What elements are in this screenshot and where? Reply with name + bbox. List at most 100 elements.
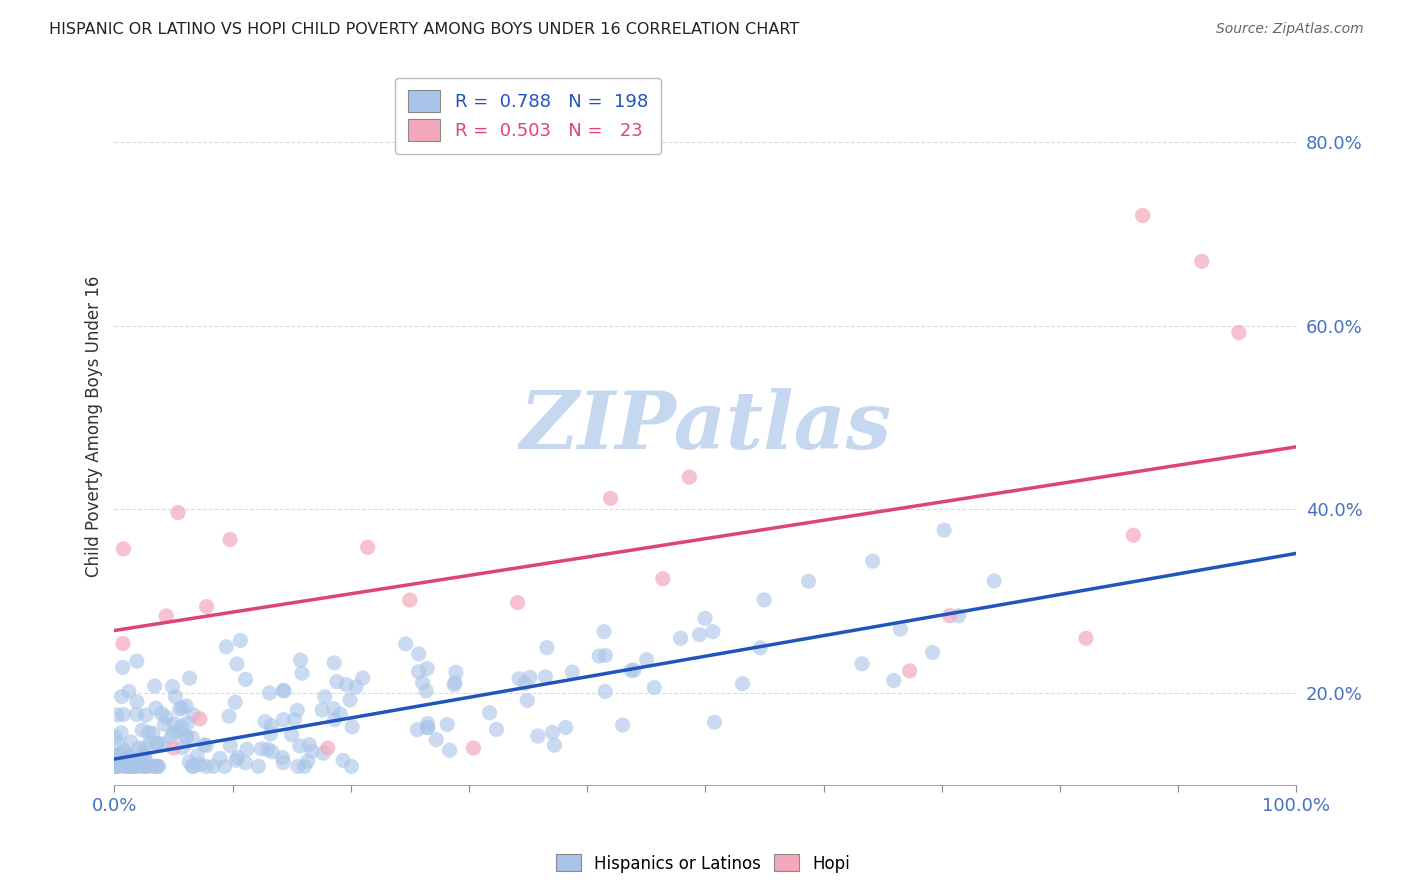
Point	[181, 731, 204, 745]
Point	[398, 593, 420, 607]
Text: Source: ZipAtlas.com: Source: ZipAtlas.com	[1216, 22, 1364, 37]
Point	[443, 678, 465, 692]
Point	[593, 624, 616, 639]
Point	[506, 596, 529, 610]
Point	[271, 750, 294, 764]
Point	[179, 671, 201, 685]
Point	[983, 574, 1005, 588]
Point	[114, 759, 136, 773]
Point	[193, 738, 215, 752]
Text: HISPANIC OR LATINO VS HOPI CHILD POVERTY AMONG BOYS UNDER 16 CORRELATION CHART: HISPANIC OR LATINO VS HOPI CHILD POVERTY…	[49, 22, 800, 37]
Point	[290, 653, 312, 667]
Point	[150, 706, 173, 721]
Point	[1191, 254, 1213, 268]
Point	[218, 709, 240, 723]
Point	[395, 637, 418, 651]
Point	[104, 759, 127, 773]
Point	[112, 541, 135, 556]
Point	[534, 670, 557, 684]
Point	[415, 683, 437, 698]
Point	[280, 728, 302, 742]
Point	[167, 506, 190, 520]
Point	[340, 759, 363, 773]
Point	[160, 730, 183, 744]
Point	[104, 730, 127, 744]
Point	[139, 735, 162, 749]
Point	[195, 599, 218, 614]
Point	[120, 735, 142, 749]
Point	[749, 640, 772, 655]
Point	[271, 756, 294, 770]
Point	[131, 723, 153, 737]
Point	[176, 716, 198, 731]
Point	[219, 533, 242, 547]
Point	[883, 673, 905, 688]
Point	[152, 737, 174, 751]
Point	[186, 749, 208, 764]
Point	[104, 759, 127, 773]
Point	[678, 470, 700, 484]
Point	[271, 683, 294, 698]
Point	[134, 749, 156, 764]
Point	[262, 745, 284, 759]
Point	[693, 611, 716, 625]
Point	[444, 675, 467, 690]
Point	[543, 739, 565, 753]
Point	[188, 712, 211, 726]
Point	[162, 680, 184, 694]
Point	[104, 753, 127, 767]
Point	[283, 713, 305, 727]
Point	[406, 723, 429, 737]
Point	[301, 744, 323, 758]
Point	[103, 759, 125, 773]
Point	[356, 541, 378, 555]
Point	[329, 707, 352, 722]
Point	[259, 727, 281, 741]
Text: ZIPatlas: ZIPatlas	[519, 388, 891, 466]
Point	[938, 608, 960, 623]
Point	[195, 739, 218, 753]
Point	[134, 740, 156, 755]
Point	[1132, 209, 1154, 223]
Point	[273, 683, 295, 698]
Point	[898, 664, 921, 678]
Point	[934, 523, 956, 537]
Point	[921, 646, 943, 660]
Point	[416, 720, 439, 734]
Point	[117, 748, 139, 763]
Point	[312, 746, 335, 760]
Point	[425, 732, 447, 747]
Point	[146, 737, 169, 751]
Point	[247, 759, 270, 773]
Point	[288, 739, 311, 753]
Point	[235, 756, 257, 770]
Point	[127, 759, 149, 773]
Point	[291, 666, 314, 681]
Point	[651, 572, 673, 586]
Point	[163, 716, 186, 731]
Point	[485, 723, 508, 737]
Point	[339, 693, 361, 707]
Point	[752, 592, 775, 607]
Point	[554, 721, 576, 735]
Point	[519, 670, 541, 684]
Point	[797, 574, 820, 589]
Point	[294, 759, 316, 773]
Point	[1074, 632, 1097, 646]
Point	[322, 701, 344, 715]
Point	[260, 718, 283, 732]
Point	[112, 743, 135, 757]
Point	[142, 726, 165, 740]
Point	[513, 676, 536, 690]
Point	[332, 754, 354, 768]
Point	[125, 695, 148, 709]
Point	[153, 717, 176, 731]
Point	[107, 759, 129, 773]
Point	[135, 708, 157, 723]
Point	[439, 743, 461, 757]
Point	[225, 753, 247, 767]
Point	[316, 741, 339, 756]
Point	[118, 759, 141, 773]
Point	[174, 731, 197, 745]
Point	[117, 759, 139, 773]
